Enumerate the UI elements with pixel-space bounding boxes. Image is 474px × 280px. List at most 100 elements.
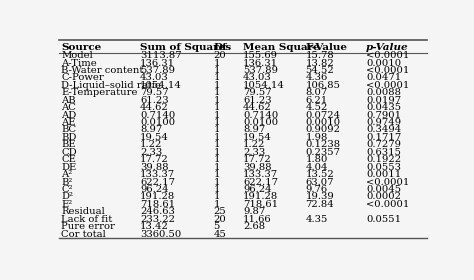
Text: 54.52: 54.52 <box>305 66 334 75</box>
Text: 8.97: 8.97 <box>140 125 162 134</box>
Text: 1: 1 <box>213 88 220 97</box>
Text: 17.72: 17.72 <box>243 155 272 164</box>
Text: 155.69: 155.69 <box>243 51 278 60</box>
Text: A-Time: A-Time <box>61 59 97 67</box>
Text: 133.37: 133.37 <box>140 170 175 179</box>
Text: 1: 1 <box>213 155 220 164</box>
Text: 0.0551: 0.0551 <box>366 215 401 224</box>
Text: 1: 1 <box>213 118 220 127</box>
Text: 0.7140: 0.7140 <box>243 111 278 120</box>
Text: A²: A² <box>61 170 73 179</box>
Text: 133.37: 133.37 <box>243 170 278 179</box>
Text: 0.6315: 0.6315 <box>366 148 401 157</box>
Text: Lack of fit: Lack of fit <box>61 215 112 224</box>
Text: 0.1922: 0.1922 <box>366 155 401 164</box>
Text: Cor total: Cor total <box>61 230 106 239</box>
Text: 1: 1 <box>213 103 220 112</box>
Text: AB: AB <box>61 96 76 105</box>
Text: 1: 1 <box>213 73 220 82</box>
Text: AD: AD <box>61 111 76 120</box>
Text: 8.07: 8.07 <box>305 88 328 97</box>
Text: 1: 1 <box>213 140 220 149</box>
Text: 537.89: 537.89 <box>243 66 278 75</box>
Text: 1: 1 <box>213 125 220 134</box>
Text: 0.2357: 0.2357 <box>305 148 340 157</box>
Text: 106.85: 106.85 <box>305 81 340 90</box>
Text: 191.28: 191.28 <box>243 192 278 201</box>
Text: 1: 1 <box>213 163 220 172</box>
Text: 1: 1 <box>213 192 220 201</box>
Text: 136.31: 136.31 <box>140 59 175 67</box>
Text: BC: BC <box>61 125 76 134</box>
Text: 11.66: 11.66 <box>243 215 272 224</box>
Text: 0.0045: 0.0045 <box>366 185 401 194</box>
Text: CE: CE <box>61 155 76 164</box>
Text: 1.22: 1.22 <box>140 140 163 149</box>
Text: Sum of Squares: Sum of Squares <box>140 43 231 52</box>
Text: 2.68: 2.68 <box>243 222 265 231</box>
Text: 1: 1 <box>213 81 220 90</box>
Text: 0.7279: 0.7279 <box>366 140 401 149</box>
Text: 15.78: 15.78 <box>305 51 334 60</box>
Text: 4.36: 4.36 <box>305 73 328 82</box>
Text: 0.0471: 0.0471 <box>366 73 401 82</box>
Text: 3360.50: 3360.50 <box>140 230 182 239</box>
Text: 0.0724: 0.0724 <box>305 111 340 120</box>
Text: E-Temperature: E-Temperature <box>61 88 137 97</box>
Text: 537.89: 537.89 <box>140 66 175 75</box>
Text: 9.76: 9.76 <box>305 185 328 194</box>
Text: 96.24: 96.24 <box>243 185 272 194</box>
Text: B-Water content: B-Water content <box>61 66 144 75</box>
Text: C-Power: C-Power <box>61 73 104 82</box>
Text: 5: 5 <box>213 222 220 231</box>
Text: 0.0100: 0.0100 <box>243 118 278 127</box>
Text: 43.03: 43.03 <box>243 73 272 82</box>
Text: 246.63: 246.63 <box>140 207 175 216</box>
Text: F-Value: F-Value <box>305 43 347 52</box>
Text: 718.61: 718.61 <box>140 200 175 209</box>
Text: 0.0435: 0.0435 <box>366 103 401 112</box>
Text: 0.0197: 0.0197 <box>366 96 401 105</box>
Text: 39.88: 39.88 <box>140 163 169 172</box>
Text: 13.52: 13.52 <box>305 170 334 179</box>
Text: <0.0001: <0.0001 <box>366 51 410 60</box>
Text: 0.0010: 0.0010 <box>366 59 401 67</box>
Text: 0.7901: 0.7901 <box>366 111 401 120</box>
Text: 0.0010: 0.0010 <box>305 118 340 127</box>
Text: DE: DE <box>61 163 76 172</box>
Text: 0.0011: 0.0011 <box>366 170 401 179</box>
Text: 19.54: 19.54 <box>243 133 272 142</box>
Text: 1: 1 <box>213 96 220 105</box>
Text: B²: B² <box>61 178 73 186</box>
Text: 1: 1 <box>213 111 220 120</box>
Text: BE: BE <box>61 140 76 149</box>
Text: 43.03: 43.03 <box>140 73 169 82</box>
Text: 0.0002: 0.0002 <box>366 192 401 201</box>
Text: 61.23: 61.23 <box>140 96 169 105</box>
Text: Source: Source <box>61 43 101 52</box>
Text: 4.35: 4.35 <box>305 215 328 224</box>
Text: 25: 25 <box>213 207 226 216</box>
Text: 233.22: 233.22 <box>140 215 175 224</box>
Text: 72.84: 72.84 <box>305 200 334 209</box>
Text: Df: Df <box>213 43 227 52</box>
Text: 1: 1 <box>213 148 220 157</box>
Text: 1: 1 <box>213 133 220 142</box>
Text: 44.62: 44.62 <box>243 103 272 112</box>
Text: 19.39: 19.39 <box>305 192 334 201</box>
Text: AE: AE <box>61 118 75 127</box>
Text: Residual: Residual <box>61 207 105 216</box>
Text: 1054.14: 1054.14 <box>140 81 182 90</box>
Text: 20: 20 <box>213 51 226 60</box>
Text: 39.88: 39.88 <box>243 163 272 172</box>
Text: 0.9092: 0.9092 <box>305 125 340 134</box>
Text: 2.33: 2.33 <box>243 148 265 157</box>
Text: 96.24: 96.24 <box>140 185 169 194</box>
Text: 0.3494: 0.3494 <box>366 125 401 134</box>
Text: 1: 1 <box>213 178 220 186</box>
Text: <0.0001: <0.0001 <box>366 200 410 209</box>
Text: 1.98: 1.98 <box>305 133 328 142</box>
Text: <0.0001: <0.0001 <box>366 66 410 75</box>
Text: 622.17: 622.17 <box>140 178 175 186</box>
Text: 1: 1 <box>213 66 220 75</box>
